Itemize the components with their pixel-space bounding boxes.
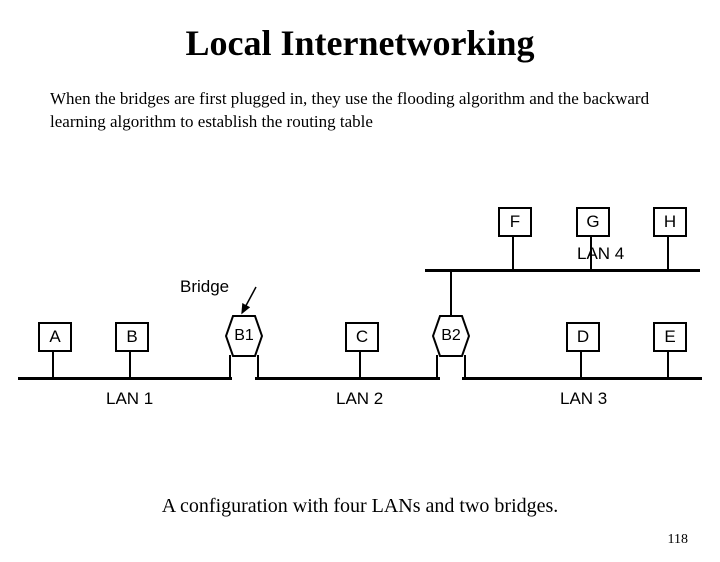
figure-caption: A configuration with four LANs and two b…: [0, 495, 720, 518]
lan2-line: [255, 377, 440, 380]
lan2-label: LAN 2: [336, 389, 383, 409]
node-h: H: [653, 207, 687, 237]
d-drop: [580, 348, 582, 378]
b2-leg-right: [464, 355, 466, 378]
node-d: D: [566, 322, 600, 352]
node-c: C: [345, 322, 379, 352]
lan1-label: LAN 1: [106, 389, 153, 409]
lan4-line: [425, 269, 700, 272]
bridge-label: Bridge: [180, 277, 229, 297]
page-title: Local Internetworking: [0, 22, 720, 64]
bridge-b1: B1: [225, 315, 263, 357]
bridge-b2-label: B2: [432, 315, 470, 357]
b-drop: [129, 348, 131, 378]
node-f: F: [498, 207, 532, 237]
e-drop: [667, 348, 669, 378]
node-b: B: [115, 322, 149, 352]
b1-leg-left: [229, 355, 231, 378]
node-e: E: [653, 322, 687, 352]
node-a: A: [38, 322, 72, 352]
f-drop: [512, 233, 514, 269]
b1-leg-right: [257, 355, 259, 378]
b2-leg-left: [436, 355, 438, 378]
bridge-b1-label: B1: [225, 315, 263, 357]
h-drop: [667, 233, 669, 269]
page-number: 118: [668, 532, 688, 548]
lan4-to-b2: [450, 269, 452, 319]
node-g: G: [576, 207, 610, 237]
network-diagram: LAN 4 F G H Bridge LAN 1 LAN 2 LAN 3 A B…: [0, 197, 720, 447]
lan1-line: [18, 377, 232, 380]
c-drop: [359, 348, 361, 378]
a-drop: [52, 348, 54, 378]
lan3-line: [462, 377, 702, 380]
g-drop: [590, 233, 592, 269]
bridge-b2: B2: [432, 315, 470, 357]
bridge-arrow-icon: [230, 283, 262, 319]
intro-text: When the bridges are first plugged in, t…: [50, 88, 670, 134]
lan3-label: LAN 3: [560, 389, 607, 409]
lan4-label: LAN 4: [577, 244, 624, 264]
